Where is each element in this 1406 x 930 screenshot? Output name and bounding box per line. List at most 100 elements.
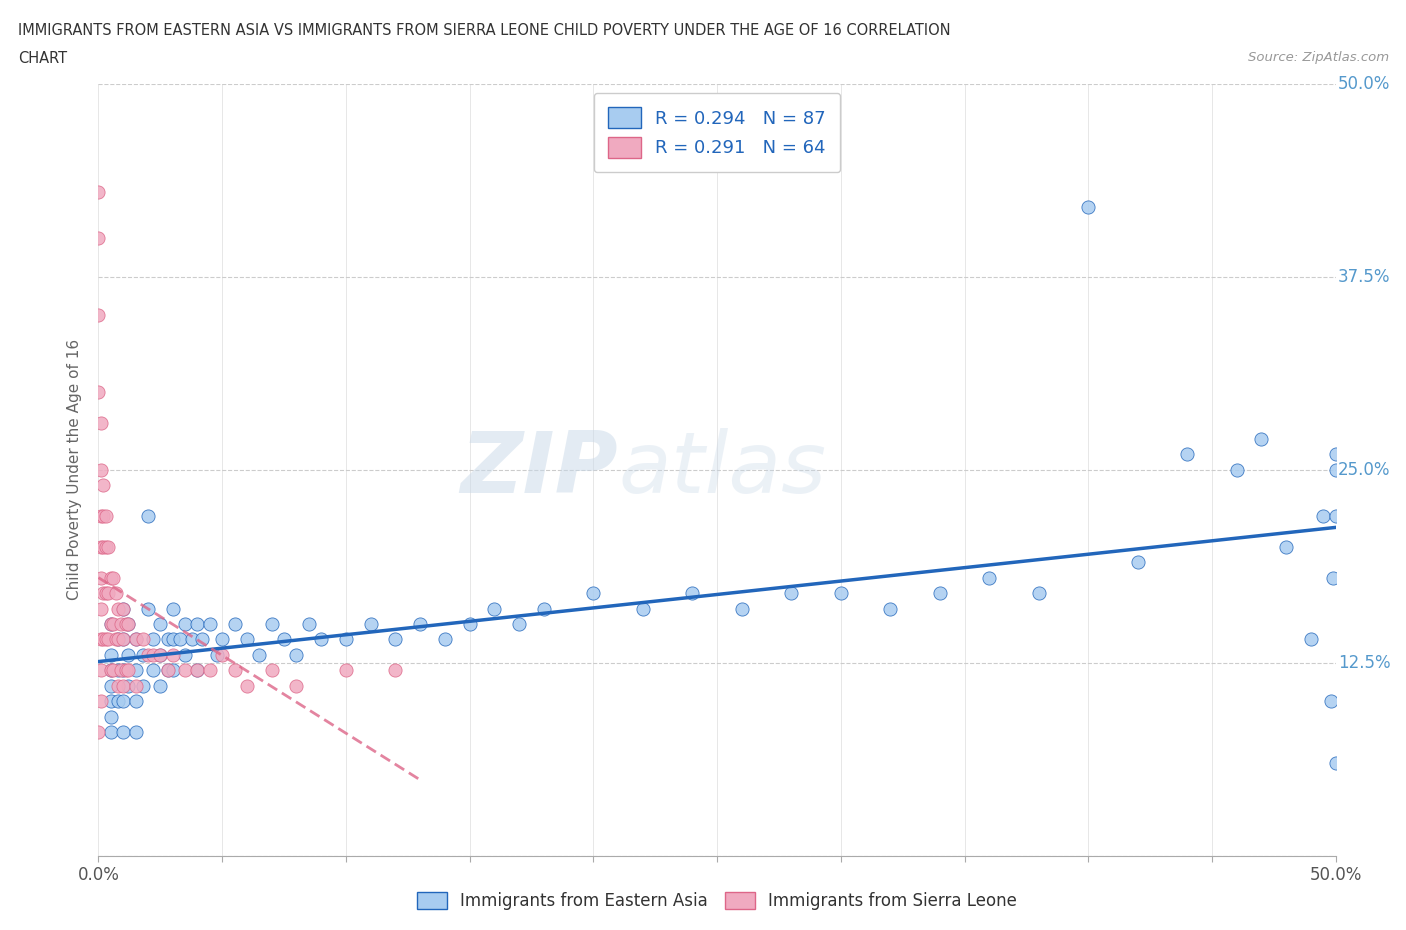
Point bbox=[112, 601, 135, 616]
Text: 25.0%: 25.0% bbox=[1339, 460, 1391, 479]
Text: CHART: CHART bbox=[18, 51, 67, 66]
Point bbox=[335, 663, 357, 678]
Text: ZIP: ZIP bbox=[460, 428, 619, 512]
Point bbox=[631, 601, 654, 616]
Point bbox=[117, 678, 139, 693]
Point bbox=[731, 601, 754, 616]
Point bbox=[309, 632, 332, 647]
Point bbox=[186, 617, 208, 631]
Text: IMMIGRANTS FROM EASTERN ASIA VS IMMIGRANTS FROM SIERRA LEONE CHILD POVERTY UNDER: IMMIGRANTS FROM EASTERN ASIA VS IMMIGRAN… bbox=[18, 23, 950, 38]
Point bbox=[433, 632, 456, 647]
Point bbox=[285, 678, 308, 693]
Point bbox=[181, 632, 204, 647]
Point bbox=[107, 694, 129, 709]
Point bbox=[1299, 632, 1322, 647]
Point bbox=[582, 586, 605, 601]
Point bbox=[112, 601, 135, 616]
Point bbox=[107, 632, 129, 647]
Text: 50.0%: 50.0% bbox=[1339, 74, 1391, 93]
Point bbox=[260, 663, 283, 678]
Point bbox=[110, 617, 132, 631]
Point bbox=[87, 184, 110, 199]
Point bbox=[104, 586, 127, 601]
Point bbox=[136, 647, 159, 662]
Point bbox=[384, 663, 406, 678]
Point bbox=[112, 632, 135, 647]
Point bbox=[90, 570, 112, 585]
Point bbox=[93, 632, 115, 647]
Point bbox=[1275, 539, 1298, 554]
Text: 37.5%: 37.5% bbox=[1339, 268, 1391, 286]
Point bbox=[142, 663, 165, 678]
Legend: Immigrants from Eastern Asia, Immigrants from Sierra Leone: Immigrants from Eastern Asia, Immigrants… bbox=[411, 885, 1024, 917]
Point bbox=[149, 678, 172, 693]
Point bbox=[224, 617, 246, 631]
Point bbox=[100, 570, 122, 585]
Point bbox=[132, 647, 155, 662]
Point bbox=[1322, 570, 1344, 585]
Point bbox=[100, 617, 122, 631]
Point bbox=[211, 632, 233, 647]
Point bbox=[87, 724, 110, 739]
Point bbox=[104, 632, 127, 647]
Point bbox=[236, 678, 259, 693]
Point bbox=[124, 694, 146, 709]
Point bbox=[117, 663, 139, 678]
Point bbox=[1324, 755, 1347, 770]
Point bbox=[97, 539, 120, 554]
Point bbox=[508, 617, 530, 631]
Point bbox=[117, 647, 139, 662]
Point bbox=[1250, 432, 1272, 446]
Point bbox=[205, 647, 228, 662]
Point bbox=[1226, 462, 1249, 477]
Point bbox=[879, 601, 901, 616]
Point bbox=[94, 509, 117, 524]
Point bbox=[1126, 555, 1149, 570]
Point bbox=[335, 632, 357, 647]
Point bbox=[103, 663, 125, 678]
Point bbox=[90, 539, 112, 554]
Point bbox=[87, 308, 110, 323]
Point bbox=[90, 509, 112, 524]
Point bbox=[93, 539, 115, 554]
Point bbox=[174, 663, 197, 678]
Point bbox=[191, 632, 214, 647]
Point bbox=[211, 647, 233, 662]
Point bbox=[124, 663, 146, 678]
Point bbox=[458, 617, 481, 631]
Point bbox=[94, 539, 117, 554]
Point bbox=[484, 601, 506, 616]
Point bbox=[1028, 586, 1050, 601]
Point bbox=[1175, 446, 1198, 461]
Point bbox=[1312, 509, 1334, 524]
Point bbox=[114, 617, 136, 631]
Text: Source: ZipAtlas.com: Source: ZipAtlas.com bbox=[1249, 51, 1389, 64]
Point bbox=[1077, 200, 1099, 215]
Point bbox=[107, 601, 129, 616]
Point bbox=[298, 617, 321, 631]
Point bbox=[186, 663, 208, 678]
Point bbox=[156, 663, 179, 678]
Point bbox=[117, 617, 139, 631]
Point bbox=[94, 586, 117, 601]
Point bbox=[100, 663, 122, 678]
Point bbox=[112, 694, 135, 709]
Point bbox=[533, 601, 555, 616]
Point bbox=[149, 647, 172, 662]
Point bbox=[1324, 509, 1347, 524]
Point bbox=[780, 586, 803, 601]
Point bbox=[384, 632, 406, 647]
Point bbox=[247, 647, 270, 662]
Point bbox=[162, 632, 184, 647]
Point bbox=[124, 632, 146, 647]
Point bbox=[90, 632, 112, 647]
Point bbox=[100, 678, 122, 693]
Point bbox=[132, 678, 155, 693]
Point bbox=[260, 617, 283, 631]
Point bbox=[142, 632, 165, 647]
Point bbox=[162, 601, 184, 616]
Point bbox=[236, 632, 259, 647]
Point bbox=[124, 678, 146, 693]
Point bbox=[93, 478, 115, 493]
Point bbox=[87, 231, 110, 246]
